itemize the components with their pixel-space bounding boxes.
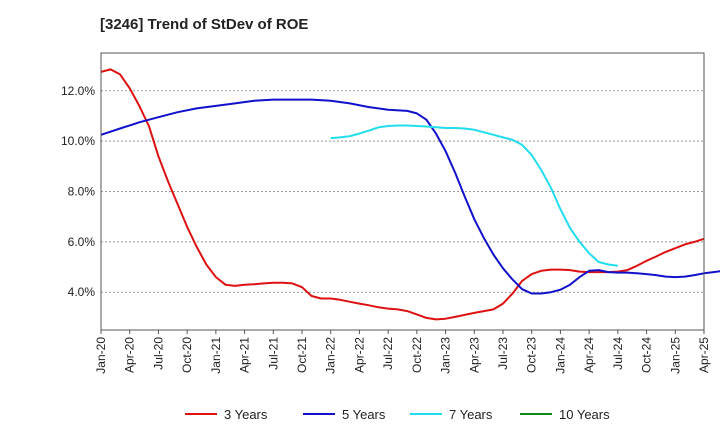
x-tick-label: Jul-22 (381, 337, 395, 370)
chart-title: [3246] Trend of StDev of ROE (100, 16, 308, 33)
legend-label: 3 Years (224, 407, 268, 422)
legend: 3 Years 5 Years 7 Years 10 Years (185, 407, 610, 422)
x-tick-label: Jan-24 (553, 337, 567, 374)
legend-label: 5 Years (342, 407, 386, 422)
x-tick-label: Jul-23 (496, 337, 510, 370)
y-tick-label: 6.0% (68, 235, 96, 249)
series-line-7-years (330, 124, 619, 267)
y-tick-label: 8.0% (68, 185, 96, 199)
x-axis-tick-labels: Jan-20 Apr-20 Jul-20 Oct-20 Jan-21 Apr-21 Jul-… (94, 330, 711, 374)
legend-label: 10 Years (559, 407, 610, 422)
x-tick-label: Apr-20 (123, 337, 137, 373)
x-tick-label: Apr-23 (467, 337, 481, 373)
plot-area-frame (100, 52, 705, 331)
x-tick-label: Jan-20 (94, 337, 108, 374)
gridlines (101, 90, 704, 293)
x-tick-label: Apr-24 (582, 337, 596, 373)
x-tick-label: Oct-22 (410, 337, 424, 373)
x-tick-label: Oct-20 (180, 337, 194, 373)
x-tick-label: Jan-22 (324, 337, 338, 374)
y-tick-label: 12.0% (61, 84, 95, 98)
x-tick-label: Jul-20 (151, 337, 165, 370)
series-line-5-years (100, 98, 720, 295)
x-tick-label: Apr-25 (697, 337, 711, 373)
x-tick-label: Apr-21 (238, 337, 252, 373)
y-axis-tick-labels: 4.0% 6.0% 8.0% 10.0% 12.0% (61, 84, 95, 299)
x-tick-label: Jan-21 (209, 337, 223, 374)
x-tick-label: Oct-24 (640, 337, 654, 373)
y-tick-label: 10.0% (61, 134, 95, 148)
x-tick-label: Jul-24 (611, 337, 625, 370)
series-lines (100, 68, 720, 321)
x-tick-label: Oct-21 (295, 337, 309, 373)
x-tick-label: Jan-25 (668, 337, 682, 374)
x-tick-label: Jul-21 (266, 337, 280, 370)
y-tick-label: 4.0% (68, 285, 96, 299)
x-tick-label: Apr-22 (352, 337, 366, 373)
legend-label: 7 Years (449, 407, 493, 422)
x-tick-label: Oct-23 (525, 337, 539, 373)
x-tick-label: Jan-23 (439, 337, 453, 374)
series-line-3-years (100, 68, 705, 321)
